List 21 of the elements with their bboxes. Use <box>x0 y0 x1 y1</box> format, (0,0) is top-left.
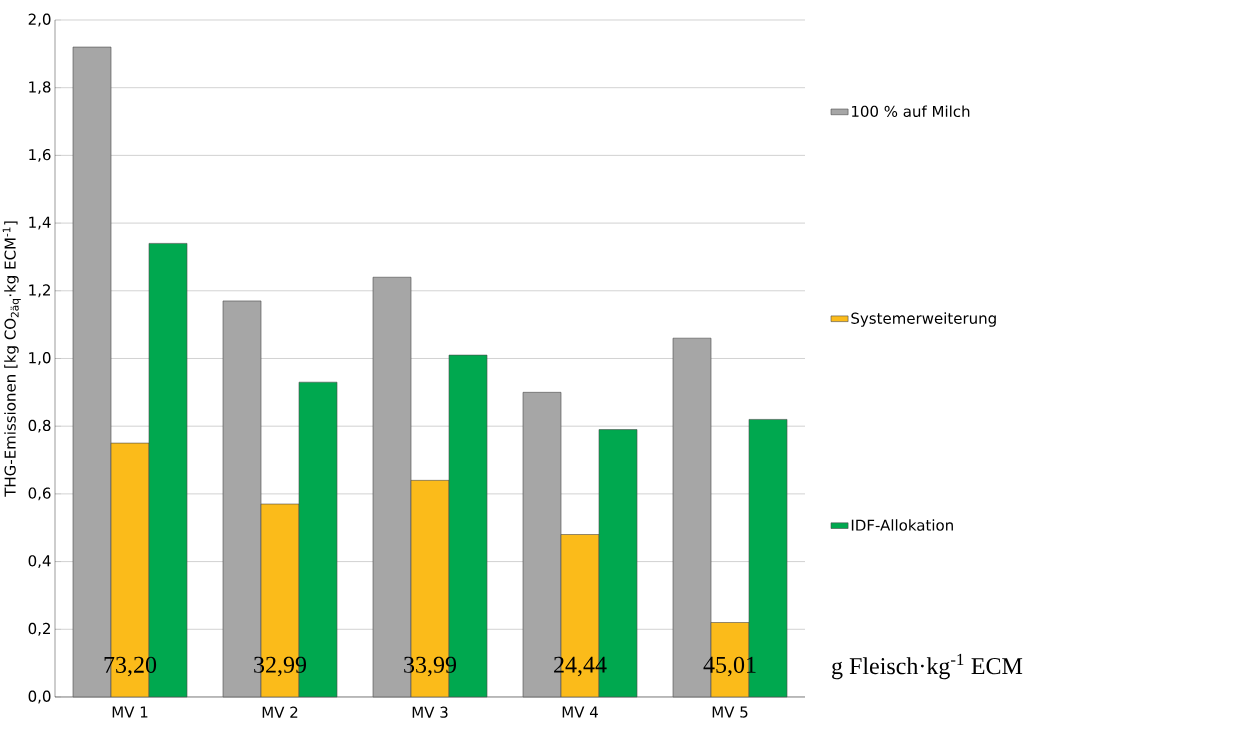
y-tick-label: 1,8 <box>29 81 51 95</box>
y-tick-label: 2,0 <box>28 13 51 27</box>
y-tick-label: 1,4 <box>29 216 51 230</box>
y-tick-label: 1,0 <box>29 352 51 365</box>
y-tick-label: 1,2 <box>29 284 50 298</box>
x-tick-label: MV 5 <box>712 706 748 718</box>
y-tick-label: 1,6 <box>29 148 51 162</box>
x-tick-label: MV 1 <box>112 706 148 718</box>
y-tick-label: 0,6 <box>28 487 51 501</box>
legend-label: IDF-Allokation <box>851 519 953 531</box>
x-tick-label: MV 4 <box>562 706 598 718</box>
y-axis-title: THG-Emissionen [kg CO$_{2äq}$·kg ECM$^{-1}$] <box>2 221 21 497</box>
legend-label: 100 % auf Milch <box>852 105 970 118</box>
y-tick-label: 0,2 <box>28 622 50 636</box>
y-tick-label: 0,4 <box>28 555 51 569</box>
y-tick-label: 0,0 <box>28 690 51 704</box>
x-tick-label: MV 3 <box>412 706 448 718</box>
legend-label: Systemerweiterung <box>851 312 996 327</box>
y-tick-label: 0,8 <box>28 419 51 433</box>
x-tick-label: MV 2 <box>262 706 298 718</box>
text: g Fleisch·kg$^{-1}$ ECM <box>832 653 1023 680</box>
